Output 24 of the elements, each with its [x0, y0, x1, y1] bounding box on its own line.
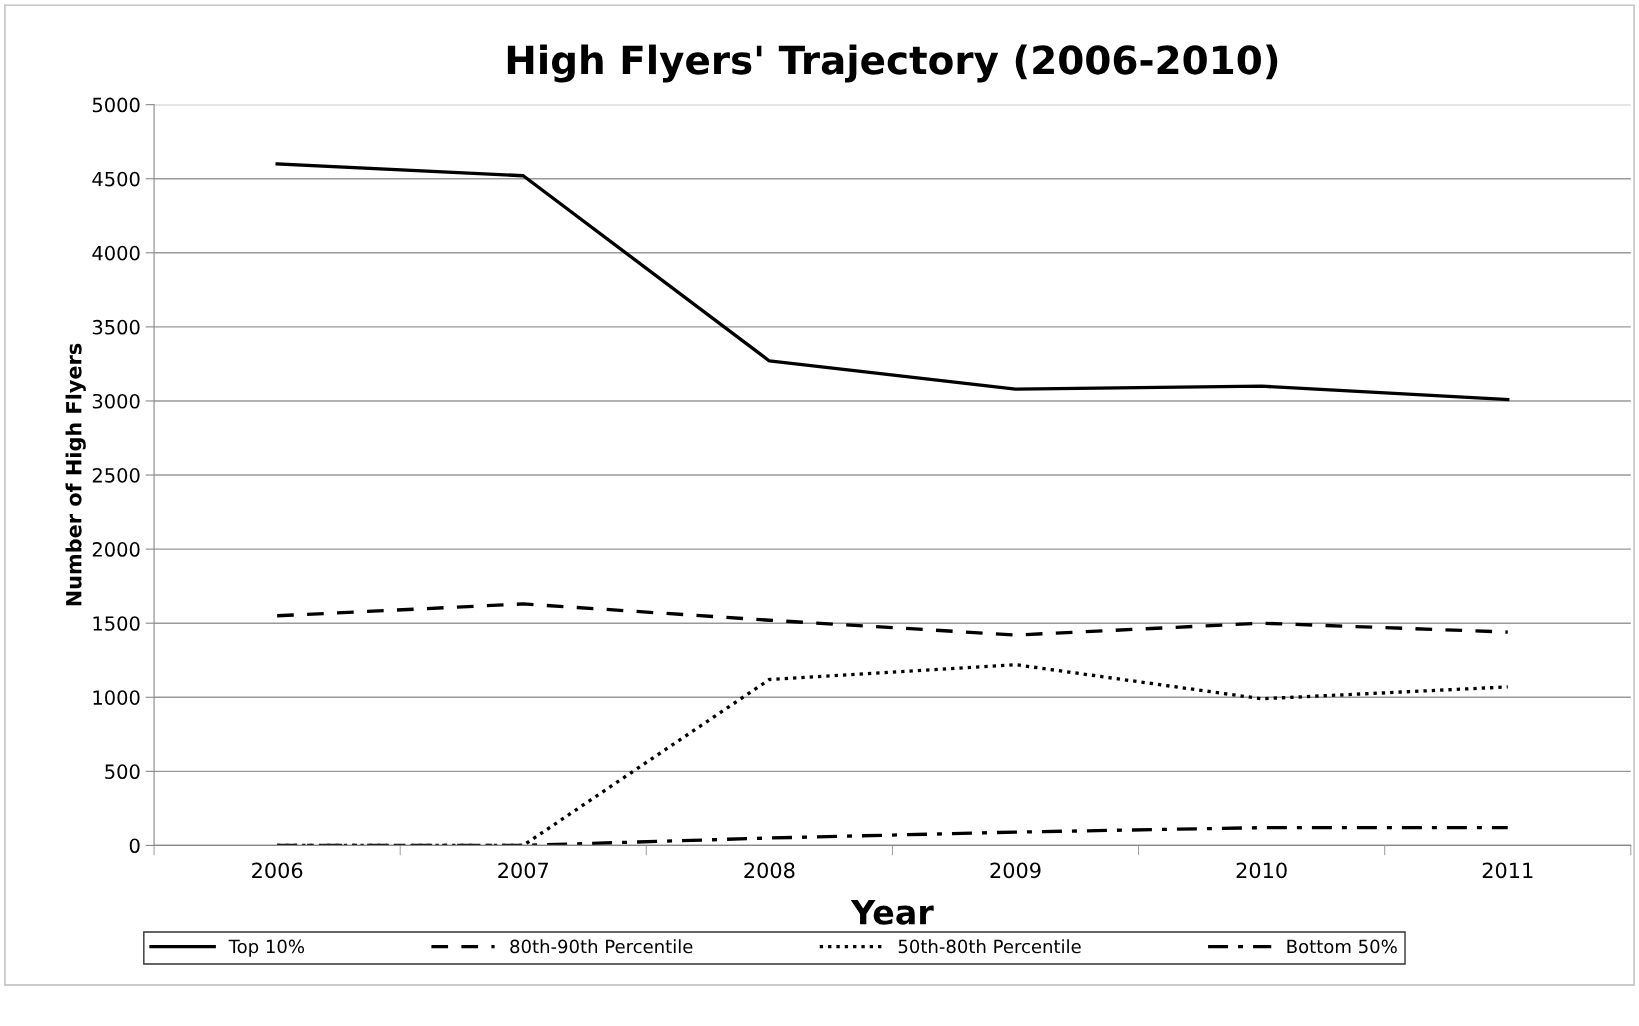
y-tick-label: 2000 [92, 542, 140, 557]
x-tick-label: 2007 [498, 862, 548, 879]
y-tick-label: 3000 [92, 393, 140, 409]
x-tick-label: 2009 [990, 862, 1041, 879]
y-tick-label: 4000 [92, 245, 140, 261]
chart-title: High Flyers' Trajectory (2006-2010) [507, 44, 1278, 83]
y-axis-title: Number of High Flyers [65, 343, 86, 606]
y-tick-label: 2500 [92, 467, 140, 483]
x-tick-label: 2011 [1482, 862, 1533, 879]
legend-label: Top 10% [228, 939, 305, 957]
x-tick-label: 2008 [744, 862, 795, 879]
legend-label: Bottom 50% [1287, 939, 1397, 954]
y-tick-label: 1000 [93, 690, 140, 705]
legend-label: 50th-80th Percentile [898, 939, 1081, 954]
y-tick-label: 3500 [92, 319, 140, 335]
x-tick-label: 2006 [252, 862, 303, 879]
legend-label: 80th-90th Percentile [510, 939, 693, 954]
x-axis-title: Year [850, 899, 934, 925]
y-tick-label: 4500 [92, 171, 140, 187]
y-tick-label: 1500 [93, 616, 140, 631]
x-tick-label: 2010 [1236, 862, 1287, 879]
y-tick-label: 5000 [92, 97, 140, 113]
y-tick-label: 500 [105, 764, 140, 780]
y-tick-label: 0 [129, 838, 140, 854]
